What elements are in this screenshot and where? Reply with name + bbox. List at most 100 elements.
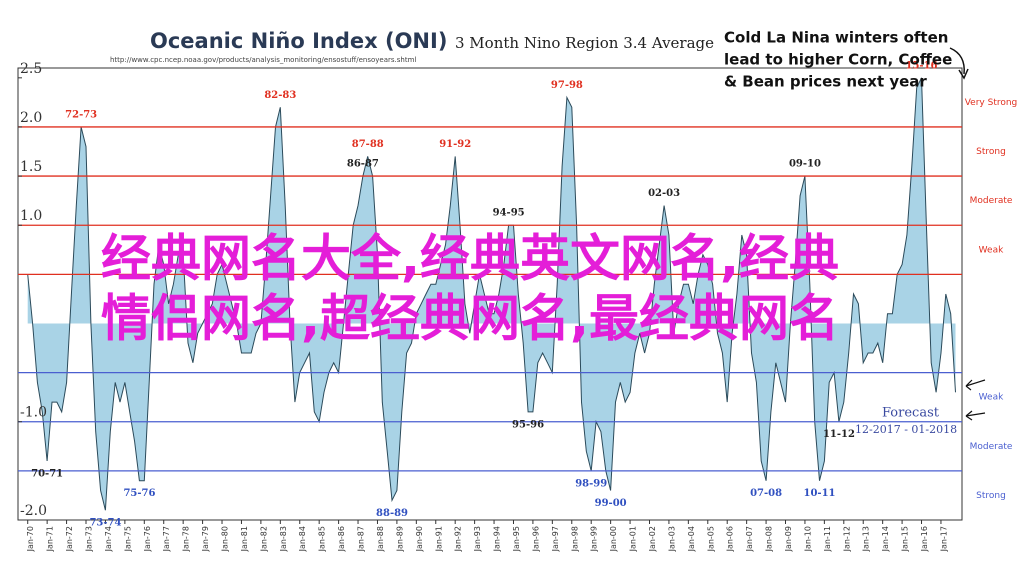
watermark-line: 情侣网名,超经典网名,最经典网名 [101,290,839,348]
event-label: 98-99 [575,478,607,489]
x-tick-label: Jan-79 [201,526,210,552]
event-label: 87-88 [352,139,384,150]
x-tick-label: Jan-78 [182,526,191,552]
x-tick-label: Jan-12 [842,526,851,552]
event-label: 15-16 [906,60,938,71]
area-outline [27,77,956,511]
threshold-label: Weak [979,393,1004,403]
x-tick-label: Jan-17 [939,526,948,552]
event-label: 70-71 [31,469,63,480]
event-label: 99-00 [595,498,627,509]
plot: 2.5 2.0 1.5 1.0 -1.0 -2.0 [18,61,962,524]
forecast-period: 12-2017 - 01-2018 [855,423,957,436]
x-tick-label: Jan-98 [570,526,579,552]
callout-line: lead to higher Corn, Coffee [724,51,952,69]
event-label: 75-76 [123,488,155,499]
event-label: 72-73 [65,109,97,120]
x-tick-label: Jan-75 [123,526,132,552]
y-tick-label: 1.0 [20,208,42,224]
watermark-line: 经典网名大全,经典英文网名,经典 [101,230,839,288]
x-tick-label: Jan-02 [648,526,657,552]
y-tick-label: -1.0 [20,405,47,421]
x-tick-label: Jan-89 [395,526,404,552]
threshold-label: Weak [979,245,1004,255]
threshold-label: Very Strong [965,98,1018,108]
event-label: 91-92 [439,139,471,150]
x-tick-label: Jan-05 [706,526,715,552]
y-tick-label: 1.5 [20,159,42,175]
x-tick-label: Jan-81 [240,526,249,552]
x-tick-label: Jan-91 [434,526,443,552]
x-tick-label: Jan-00 [609,526,618,552]
x-tick-label: Jan-85 [318,526,327,552]
x-tick-label: Jan-03 [667,526,676,552]
x-tick-label: Jan-16 [920,526,929,552]
event-label: 88-89 [376,508,408,519]
x-tick-label: Jan-95 [512,526,521,552]
forecast-label: Forecast [882,406,940,421]
x-tick-label: Jan-82 [259,526,268,552]
x-tick-label: Jan-06 [726,526,735,552]
source-url: http://www.cpc.ncep.noaa.gov/products/an… [110,56,416,64]
event-label: 07-08 [750,488,782,499]
event-label: 09-10 [789,159,821,170]
forecast-arrow [965,379,986,391]
y-tick-label: 2.5 [20,61,42,77]
x-tick-label: Jan-77 [162,526,171,552]
x-tick-label: Jan-13 [862,526,871,552]
x-tick-label: Jan-92 [454,526,463,552]
threshold-label: Moderate [970,442,1013,452]
event-label: 02-03 [648,188,680,199]
x-tick-label: Jan-83 [279,526,288,552]
x-tick-label: Jan-70 [26,526,35,552]
x-tick-label: Jan-74 [104,526,113,552]
x-tick-label: Jan-11 [823,526,832,552]
x-tick-label: Jan-90 [415,526,424,552]
x-tick-label: Jan-86 [337,526,346,552]
x-tick-label: Jan-15 [901,526,910,552]
threshold-label: Strong [976,491,1006,501]
x-tick-label: Jan-10 [803,526,812,552]
y-tick-label: 2.0 [20,110,42,126]
x-tick-label: Jan-96 [531,526,540,552]
x-tick-label: Jan-97 [551,526,560,552]
x-tick-label: Jan-14 [881,526,890,552]
x-tick-label: Jan-01 [629,526,638,552]
x-tick-label: Jan-07 [745,526,754,552]
x-tick-label: Jan-93 [473,526,482,552]
x-tick-label: Jan-71 [46,526,55,552]
x-tick-label: Jan-80 [221,526,230,552]
x-tick-label: Jan-99 [590,526,599,552]
callout-line: Cold La Nina winters often [724,29,948,47]
callout-arrow [949,47,965,75]
x-tick-label: Jan-84 [298,526,307,552]
event-label: 10-11 [804,488,836,499]
y-tick-label: -2.0 [20,503,47,519]
event-label: 73-74 [89,518,121,529]
threshold-label: Strong [976,147,1006,157]
event-label: 82-83 [264,90,296,101]
chart-subtitle: 3 Month Nino Region 3.4 Average [455,34,714,52]
x-tick-label: Jan-87 [357,526,366,552]
threshold-label: Moderate [970,196,1013,206]
x-tick-label: Jan-88 [376,526,385,552]
event-label: 94-95 [493,208,525,219]
chart-title: Oceanic Niño Index (ONI) [150,29,447,53]
callout-arrowhead [958,68,969,80]
callout-line: & Bean prices next year [724,73,927,91]
event-label: 11-12 [823,429,855,440]
x-tick-label: Jan-08 [765,526,774,552]
forecast-arrow [965,410,986,421]
x-tick-label: Jan-73 [85,526,94,552]
event-label: 97-98 [551,80,583,91]
plot-frame [17,67,963,521]
x-tick-label: Jan-94 [493,526,502,552]
x-tick-label: Jan-04 [687,526,696,552]
event-label: 95-96 [512,419,544,430]
event-label: 86-87 [347,159,379,170]
x-tick-label: Jan-09 [784,526,793,552]
x-tick-label: Jan-72 [65,526,74,552]
x-tick-label: Jan-76 [143,526,152,552]
